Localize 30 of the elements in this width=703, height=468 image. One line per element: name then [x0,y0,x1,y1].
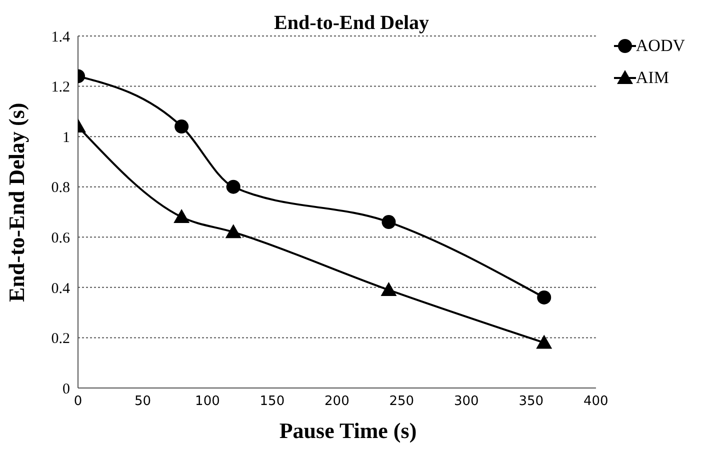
legend-label: AODV [636,36,685,56]
point [382,215,396,230]
y-tick-label: 0.8 [51,180,70,196]
point [380,282,397,296]
x-tick-label: 150 [260,394,285,410]
y-tick-label: 0.2 [51,331,70,348]
point [174,209,190,224]
x-tick-label: 400 [583,394,608,410]
y-tick-label: 0.4 [51,280,70,297]
point [174,120,189,134]
point [537,290,552,304]
y-tick-label: 0 [62,381,70,398]
y-tick-label: 1.2 [51,80,70,96]
x-axis-title: Pause Time (s) [278,418,418,444]
y-axis-title: End-to-End Delay (s) [4,102,29,302]
x-tick-label: 200 [324,394,350,410]
legend-label: AIM [636,68,669,88]
x-tick-label: 300 [454,394,479,410]
y-tick-label: 1.4 [51,29,70,46]
x-tick-label: 50 [134,394,152,410]
point [226,180,240,194]
x-tick-label: 100 [195,394,220,410]
point [225,224,242,238]
x-tick-label: 350 [518,394,544,410]
x-tick-label: 250 [389,394,414,410]
point [536,334,552,349]
chart-title: End-to-End Delay [274,12,430,34]
y-tick-label: 0.6 [51,230,70,246]
x-tick-label: 0 [74,394,82,410]
y-tick-label: 1 [62,130,70,146]
